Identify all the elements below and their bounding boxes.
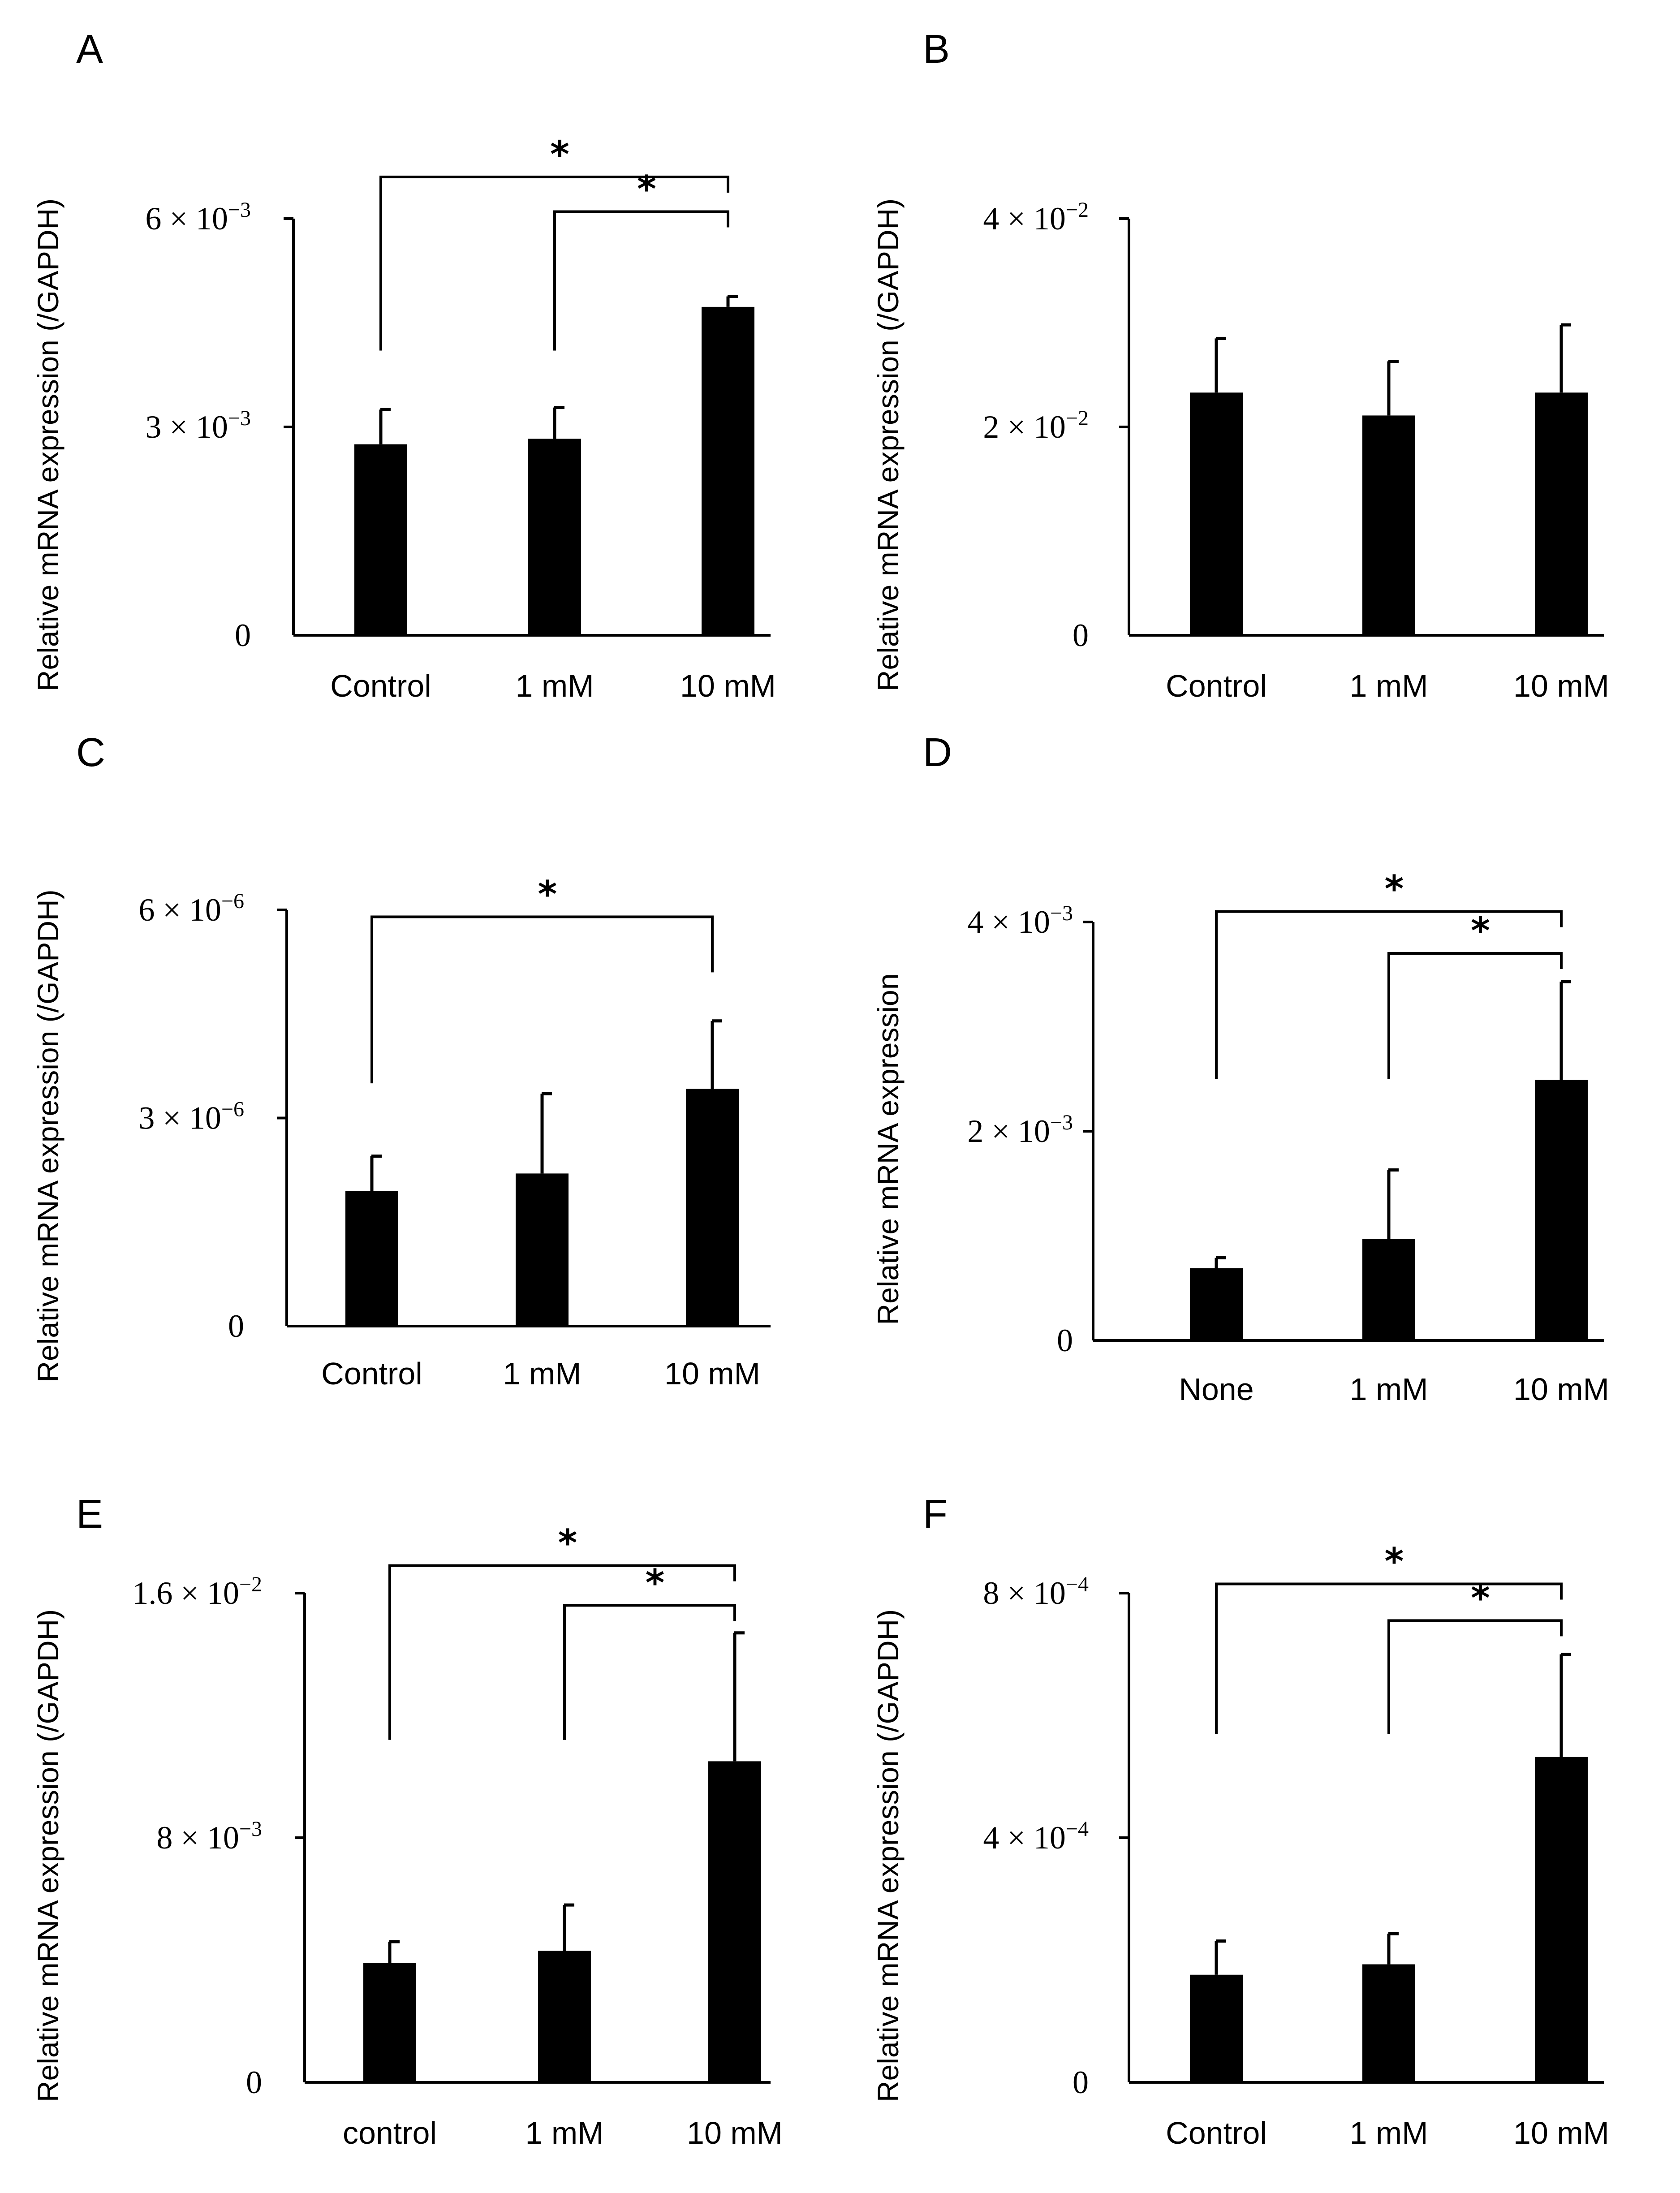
chart-panel-a: A 0 3 × 10−3 6 × 10−3 Relative mRNA expressi… [31,27,776,703]
y-tick-label: 2 × 10−2 [983,406,1089,445]
significance-bracket [379,176,729,351]
x-tick-label: 1 mM [526,2115,604,2150]
y-tick-label: 6 × 10−6 [138,889,244,928]
bar-control [354,444,407,635]
y-axis-title: Relative mRNA expression [871,974,905,1325]
chart-panel-f: F 0 4 × 10−4 8 × 10−4 Relative mRNA expressi… [871,1492,1609,2150]
panel-letter: B [923,27,950,72]
bar-1-mm [1362,415,1415,635]
chart-panel-e: E 0 8 × 10−3 1.6 × 10−2 Relative mRNA expres… [31,1492,783,2150]
x-tick-label: Control [1166,668,1267,703]
x-tick-label: Control [321,1356,422,1391]
y-tick-label: 0 [1073,617,1089,653]
y-axis-title: Relative mRNA expression (/GAPDH) [871,1609,905,2102]
y-tick-label: 4 × 10−3 [967,901,1073,940]
bar-10-mm [686,1089,739,1326]
y-tick-label: 0 [1057,1323,1073,1358]
y-tick-label: 2 × 10−3 [967,1111,1073,1149]
bar-control [363,1963,416,2082]
bar-control [345,1191,398,1326]
significance-bracket [1215,910,1563,1079]
bar-control [1190,1974,1243,2082]
x-tick-label: None [1179,1372,1254,1407]
y-tick-label: 0 [1073,2064,1089,2100]
significance-star: * [1385,868,1404,911]
bar-10-mm [1535,392,1588,635]
y-axis-title: Relative mRNA expression (/GAPDH) [31,889,65,1382]
chart-panel-d: D 0 2 × 10−3 4 × 10−3 Relative mRNA expressi… [871,730,1609,1407]
chart-panel-b: B 0 2 × 10−2 4 × 10−2 Relative mRNA expressi… [871,27,1609,703]
y-tick-label: 8 × 10−3 [156,1817,262,1856]
x-tick-label: 1 mM [516,668,594,703]
significance-star: * [637,168,656,211]
y-tick-label: 4 × 10−2 [983,198,1089,237]
significance-star: * [558,1522,577,1565]
y-axis-title: Relative mRNA expression (/GAPDH) [31,198,65,691]
y-axis-title: Relative mRNA expression (/GAPDH) [871,198,905,691]
y-tick-label: 0 [235,617,251,653]
x-tick-label: 10 mM [1513,2115,1609,2150]
x-tick-label: 10 mM [680,668,776,703]
panel-letter: D [923,730,952,775]
y-tick-label: 8 × 10−4 [983,1573,1089,1611]
bar-10-mm [1535,1757,1588,2082]
x-tick-label: control [343,2115,437,2150]
x-tick-label: 10 mM [687,2115,783,2150]
significance-bracket [553,210,729,351]
x-tick-label: 10 mM [664,1356,760,1391]
bar-1-mm [538,1951,591,2082]
significance-bracket [1387,952,1563,1079]
y-tick-label: 1.6 × 10−2 [132,1573,262,1611]
significance-bracket [370,915,714,1084]
panel-letter: F [923,1492,948,1537]
bar-1-mm [528,439,581,635]
x-tick-label: 1 mM [1350,668,1428,703]
bar-1-mm [516,1173,569,1326]
significance-star: * [1471,910,1490,952]
significance-star: * [1471,1577,1490,1620]
y-tick-label: 4 × 10−4 [983,1817,1089,1856]
y-axis-title: Relative mRNA expression (/GAPDH) [31,1609,65,2102]
x-tick-label: Control [330,668,431,703]
bar-10-mm [1535,1080,1588,1340]
y-tick-label: 0 [228,1308,244,1344]
significance-star: * [550,134,569,176]
bar-control [1190,392,1243,635]
panel-letter: C [76,730,105,775]
bar-10-mm [708,1761,761,2082]
x-tick-label: 1 mM [1350,1372,1428,1407]
significance-bracket [563,1604,736,1740]
bar-none [1190,1268,1243,1340]
bar-10-mm [702,306,754,635]
x-tick-label: 10 mM [1513,668,1609,703]
significance-bracket [388,1564,736,1740]
significance-star: * [646,1562,665,1604]
x-tick-label: 1 mM [503,1356,582,1391]
x-tick-label: 1 mM [1350,2115,1428,2150]
significance-star: * [538,873,557,916]
panel-letter: E [76,1492,103,1537]
panel-letter: A [76,27,103,72]
x-tick-label: Control [1166,2115,1267,2150]
y-tick-label: 6 × 10−3 [145,198,251,237]
bar-1-mm [1362,1239,1415,1340]
y-tick-label: 3 × 10−6 [138,1098,244,1136]
x-tick-label: 10 mM [1513,1372,1609,1407]
chart-panel-c: C 0 3 × 10−6 6 × 10−6 Relative mRNA expressi… [31,730,771,1391]
significance-bracket [1387,1619,1563,1734]
significance-bracket [1215,1582,1563,1734]
y-tick-label: 0 [246,2064,262,2100]
bar-1-mm [1362,1964,1415,2082]
significance-star: * [1385,1541,1404,1583]
y-tick-label: 3 × 10−3 [145,406,251,445]
